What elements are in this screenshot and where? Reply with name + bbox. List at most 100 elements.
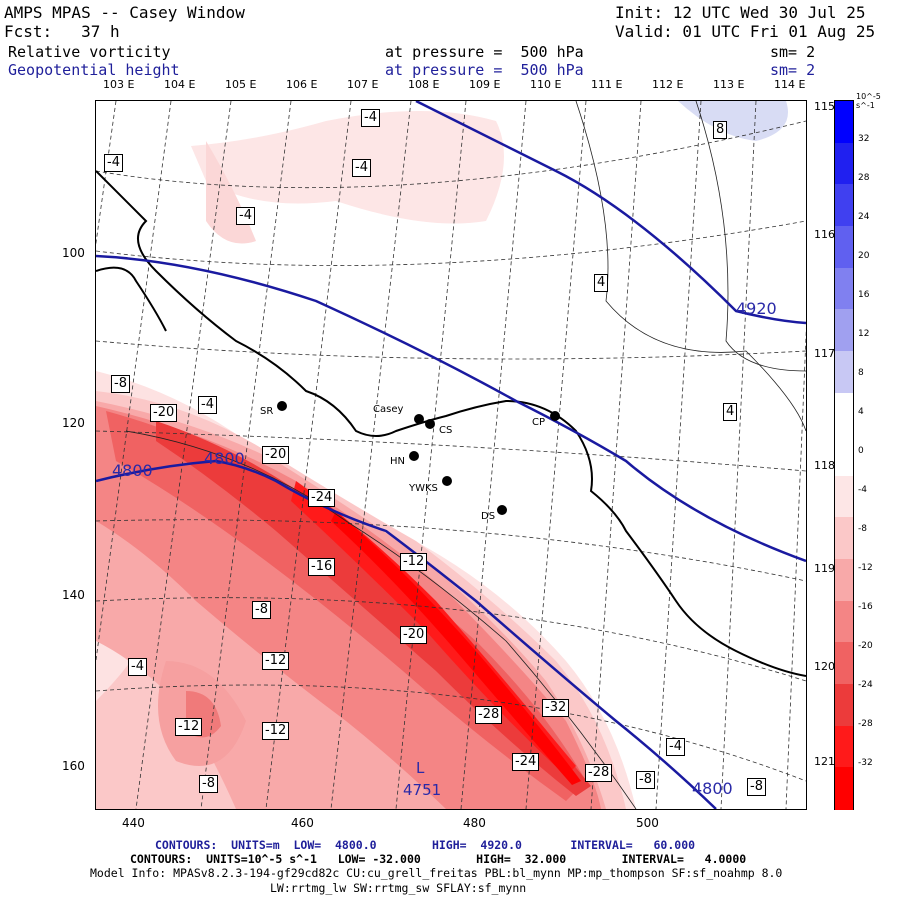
colorbar-segment xyxy=(835,725,853,769)
vorticity-label: -4 xyxy=(104,154,123,172)
vorticity-label: -4 xyxy=(198,396,217,414)
colorbar-segment xyxy=(835,142,853,186)
model-title: AMPS MPAS -- Casey Window xyxy=(4,3,245,22)
map-panel[interactable]: SR Casey CS CP HN YWKS DS -4 -4 -4 -4 8 4 4 -8 -20 -4 -2… xyxy=(95,100,807,810)
station-label: DS xyxy=(481,511,496,522)
colorbar-segment xyxy=(835,767,853,810)
vorticity-label: -20 xyxy=(400,626,428,644)
top-lon-label: 114 E xyxy=(774,78,806,91)
colorbar-segment xyxy=(835,309,853,352)
colorbar xyxy=(834,100,854,810)
vorticity-label: -4 xyxy=(361,109,380,127)
negative-vorticity-shading xyxy=(106,411,586,801)
x-axis-label: 440 xyxy=(122,816,145,830)
station-markers xyxy=(277,401,560,515)
colorbar-label: 28 xyxy=(858,173,870,183)
colorbar-segment xyxy=(835,475,853,519)
colorbar-label: 16 xyxy=(858,290,870,300)
colorbar-segment xyxy=(835,350,853,394)
coastline xyxy=(96,170,806,677)
colorbar-label: -20 xyxy=(858,641,873,651)
colorbar-segment xyxy=(835,392,853,436)
height-label: 4800 xyxy=(112,461,153,480)
colorbar-segment xyxy=(835,684,853,727)
station-label: CP xyxy=(532,417,546,428)
colorbar-label: -16 xyxy=(858,602,873,612)
weak-negative-vorticity-shading xyxy=(191,111,504,224)
positive-vorticity-shading xyxy=(678,101,788,141)
colorbar-label: -24 xyxy=(858,680,873,690)
top-lon-label: 107 E xyxy=(347,78,379,91)
init-time: Init: 12 UTC Wed 30 Jul 25 xyxy=(615,3,866,22)
field2-pressure: at pressure = 500 hPa xyxy=(385,61,584,79)
vorticity-label: 4 xyxy=(594,274,609,292)
vorticity-label: -24 xyxy=(512,753,540,771)
x-axis-label: 480 xyxy=(463,816,486,830)
graticule xyxy=(96,101,806,809)
vorticity-label: -24 xyxy=(308,489,336,507)
colorbar-label: 24 xyxy=(858,212,870,222)
vorticity-label: -28 xyxy=(475,706,503,724)
field2-smoothing: sm= 2 xyxy=(770,61,816,79)
vorticity-label: -12 xyxy=(175,718,203,736)
field1-smoothing: sm= 2 xyxy=(770,43,816,61)
vorticity-label: -8 xyxy=(747,778,766,796)
vorticity-contour-info: CONTOURS: UNITS=10^-5 s^-1 LOW= -32.000 … xyxy=(130,852,747,866)
height-contours xyxy=(96,101,806,809)
vorticity-label: -8 xyxy=(111,375,130,393)
top-lon-label: 104 E xyxy=(164,78,196,91)
colorbar-label: 4 xyxy=(858,407,864,417)
station-label: HN xyxy=(390,456,405,467)
x-axis-label: 460 xyxy=(291,816,314,830)
colorbar-label: -28 xyxy=(858,719,873,729)
colorbar-label: -8 xyxy=(858,524,867,534)
colorbar-segment xyxy=(835,101,853,144)
model-info-continued: LW:rrtmg_lw SW:rrtmg_sw SFLAY:sf_mynn xyxy=(270,881,527,895)
colorbar-segment xyxy=(835,225,853,269)
height-label: 4920 xyxy=(736,299,777,318)
vorticity-label: -28 xyxy=(585,764,613,782)
strong-negative-vorticity-shading xyxy=(156,421,591,796)
low-value: 4751 xyxy=(403,781,442,799)
colorbar-label: 20 xyxy=(858,251,870,261)
colorbar-segment xyxy=(835,434,853,477)
vorticity-label: -8 xyxy=(636,771,655,789)
colorbar-segment xyxy=(835,517,853,561)
vorticity-label: -12 xyxy=(262,652,290,670)
top-lon-label: 108 E xyxy=(408,78,440,91)
height-label: 4800 xyxy=(692,779,733,798)
strong-negative-vorticity-shading xyxy=(331,511,581,785)
vorticity-label: -8 xyxy=(199,775,218,793)
colorbar-segment xyxy=(835,642,853,686)
vorticity-label: -12 xyxy=(262,722,290,740)
y-axis-label: 140 xyxy=(62,588,85,602)
vorticity-label: 8 xyxy=(713,121,728,139)
top-lon-label: 113 E xyxy=(713,78,745,91)
vorticity-label: -20 xyxy=(262,446,290,464)
top-lon-label: 109 E xyxy=(469,78,501,91)
field2-name: Geopotential height xyxy=(8,61,180,79)
colorbar-segment xyxy=(835,559,853,602)
forecast-hour: Fcst: 37 h xyxy=(4,22,120,41)
top-lon-label: 111 E xyxy=(591,78,623,91)
station-label: YWKS xyxy=(409,483,438,494)
vorticity-label: -4 xyxy=(352,159,371,177)
y-axis-label: 100 xyxy=(62,246,85,260)
colorbar-label: 32 xyxy=(858,134,870,144)
colorbar-segment xyxy=(835,600,853,644)
field1-name: Relative vorticity xyxy=(8,43,171,61)
vorticity-label: -4 xyxy=(128,658,147,676)
low-symbol: L xyxy=(416,759,425,777)
colorbar-label: -12 xyxy=(858,563,873,573)
colorbar-segment xyxy=(835,184,853,227)
top-lon-label: 110 E xyxy=(530,78,562,91)
top-lon-label: 106 E xyxy=(286,78,318,91)
vorticity-label: -8 xyxy=(252,601,271,619)
field1-pressure: at pressure = 500 hPa xyxy=(385,43,584,61)
model-info: Model Info: MPASv8.2.3-194-gf29cd82c CU:… xyxy=(90,866,783,880)
station-label: SR xyxy=(260,406,274,417)
vorticity-label: -16 xyxy=(308,558,336,576)
vorticity-label: -12 xyxy=(400,553,428,571)
top-lon-label: 112 E xyxy=(652,78,684,91)
height-contour-info: CONTOURS: UNITS=m LOW= 4800.0 HIGH= 4920… xyxy=(155,838,696,852)
